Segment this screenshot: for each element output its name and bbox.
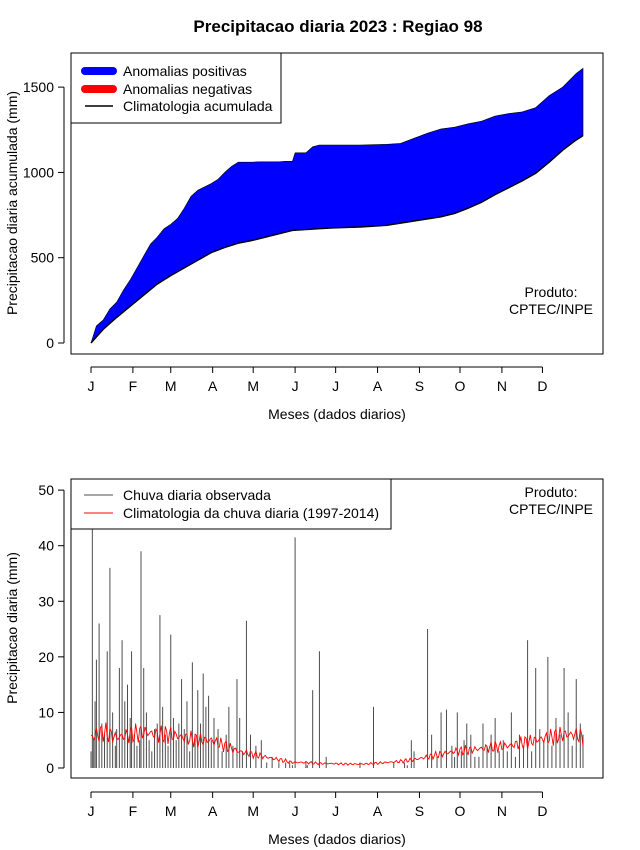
panel-accumulated: 0 500 1000 1500 J F M A M J J A S O N D Precipitacao d… bbox=[4, 52, 604, 422]
x-tick-label-daily: F bbox=[129, 803, 138, 819]
y-axis-accumulated: 0 500 1000 1500 bbox=[23, 79, 65, 351]
y-tick-label-accumulated: 0 bbox=[46, 335, 54, 351]
y-axis-daily: 0 10 20 30 40 50 bbox=[38, 482, 65, 776]
y-tick-label-daily: 30 bbox=[38, 593, 54, 609]
climatology-daily-line bbox=[90, 722, 584, 766]
x-tick-label-daily: A bbox=[208, 803, 218, 819]
product-label-daily: Produto: bbox=[525, 484, 578, 500]
y-axis-label-accumulated: Precipitacao diaria acumulada (mm) bbox=[4, 91, 20, 315]
y-tick-label-accumulated: 500 bbox=[31, 250, 55, 266]
x-tick-label-daily: J bbox=[332, 803, 339, 819]
x-tick-label-daily: O bbox=[455, 803, 466, 819]
product-label-accumulated: Produto: bbox=[525, 284, 578, 300]
panel-daily: 0 10 20 30 40 50 J F M A M J J A S O N D Precipitacao di… bbox=[4, 478, 604, 847]
plot-frame-accumulated bbox=[70, 52, 604, 355]
product-source-daily: CPTEC/INPE bbox=[509, 501, 593, 517]
x-axis-label-accumulated: Meses (dados diarios) bbox=[268, 406, 406, 422]
legend-label-positive: Anomalias positivas bbox=[123, 63, 247, 79]
x-tick-label-daily: J bbox=[88, 803, 95, 819]
y-tick-label-daily: 10 bbox=[38, 704, 54, 720]
x-tick-label-daily: A bbox=[373, 803, 383, 819]
x-tick-label-accumulated: F bbox=[129, 378, 138, 394]
observed-daily-bars bbox=[90, 517, 584, 768]
legend-label-observed: Chuva diaria observada bbox=[123, 487, 271, 503]
x-tick-label-accumulated: J bbox=[292, 378, 299, 394]
x-tick-label-daily: J bbox=[292, 803, 299, 819]
y-tick-label-accumulated: 1500 bbox=[23, 79, 54, 95]
y-tick-label-daily: 0 bbox=[46, 760, 54, 776]
x-tick-label-accumulated: O bbox=[455, 378, 466, 394]
x-tick-label-daily: S bbox=[415, 803, 424, 819]
x-tick-label-accumulated: N bbox=[497, 378, 507, 394]
legend-label-climatology-daily: Climatologia da chuva diaria (1997-2014) bbox=[123, 505, 379, 521]
legend-daily: Chuva diaria observada Climatologia da c… bbox=[70, 478, 392, 530]
chart-title: Precipitacao diaria 2023 : Regiao 98 bbox=[193, 17, 482, 36]
x-tick-label-accumulated: S bbox=[415, 378, 424, 394]
x-tick-label-accumulated: M bbox=[247, 378, 259, 394]
x-axis-label-daily: Meses (dados diarios) bbox=[268, 831, 406, 847]
x-tick-label-accumulated: D bbox=[537, 378, 547, 394]
x-tick-label-daily: D bbox=[537, 803, 547, 819]
y-tick-label-daily: 40 bbox=[38, 538, 54, 554]
x-tick-label-accumulated: M bbox=[165, 378, 177, 394]
legend-accumulated: Anomalias positivas Anomalias negativas … bbox=[70, 52, 282, 124]
x-tick-label-accumulated: J bbox=[88, 378, 95, 394]
x-tick-label-daily: M bbox=[165, 803, 177, 819]
x-tick-label-accumulated: J bbox=[332, 378, 339, 394]
y-tick-label-daily: 50 bbox=[38, 482, 54, 498]
y-tick-label-accumulated: 1000 bbox=[23, 164, 54, 180]
x-tick-label-accumulated: A bbox=[373, 378, 383, 394]
product-source-accumulated: CPTEC/INPE bbox=[509, 301, 593, 317]
x-tick-label-accumulated: A bbox=[208, 378, 218, 394]
x-tick-label-daily: N bbox=[497, 803, 507, 819]
y-axis-label-daily: Precipitacao diaria (mm) bbox=[4, 552, 20, 704]
x-tick-label-daily: M bbox=[247, 803, 259, 819]
legend-label-climatology: Climatologia acumulada bbox=[123, 98, 273, 114]
climatology-accumulated-line bbox=[90, 135, 584, 344]
y-tick-label-daily: 20 bbox=[38, 649, 54, 665]
legend-label-negative: Anomalias negativas bbox=[123, 81, 252, 97]
